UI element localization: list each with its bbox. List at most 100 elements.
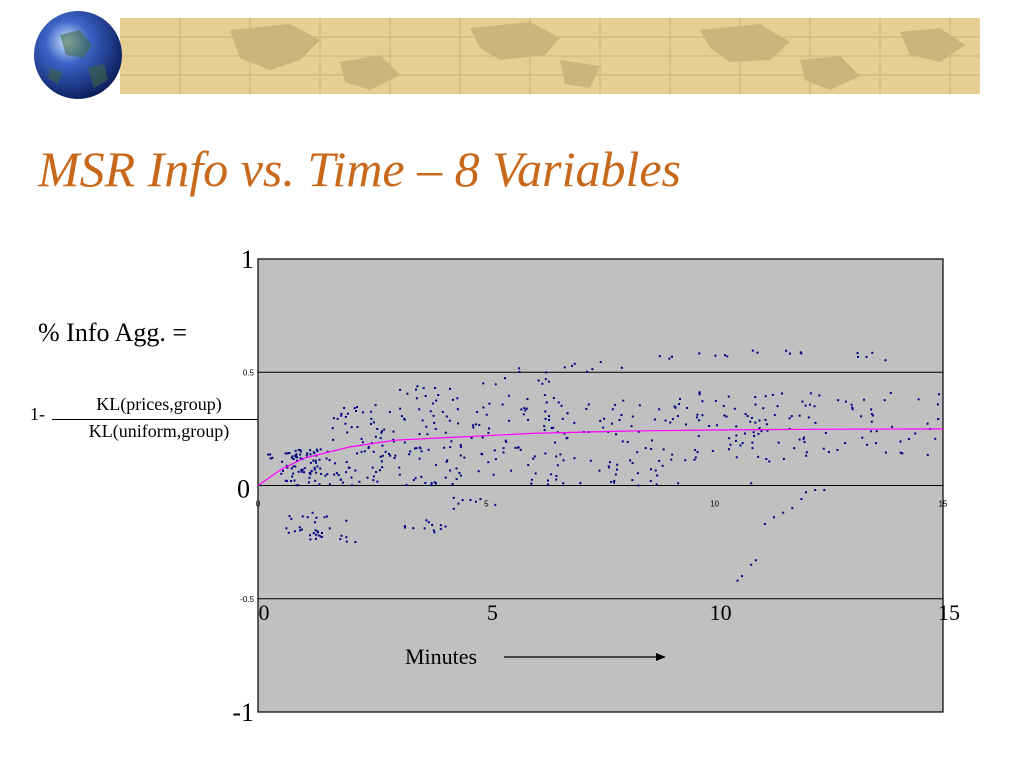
data-point [517, 446, 520, 449]
data-point [360, 450, 363, 453]
data-point [326, 473, 329, 476]
data-point [861, 436, 864, 439]
x-tick-label: 0 [259, 600, 270, 625]
data-point [638, 404, 641, 407]
data-point [376, 427, 379, 430]
data-point [615, 468, 618, 471]
data-point [434, 428, 437, 431]
data-point [636, 472, 639, 475]
data-point [306, 516, 309, 519]
data-point [425, 519, 428, 522]
data-point [776, 405, 779, 408]
data-point [502, 447, 505, 450]
data-point [301, 515, 304, 518]
data-point [470, 436, 473, 439]
data-point [482, 382, 485, 385]
data-point [555, 455, 558, 458]
data-point [555, 475, 558, 478]
data-point [562, 459, 565, 462]
data-point [340, 412, 343, 415]
data-point [741, 575, 744, 578]
formula-prefix: 1- [30, 404, 45, 424]
data-point [443, 446, 446, 449]
data-point [380, 460, 383, 463]
data-point [399, 388, 402, 391]
data-point [280, 472, 283, 475]
data-point [875, 430, 878, 433]
data-point [728, 437, 731, 440]
data-point [520, 408, 523, 411]
data-point [813, 405, 816, 408]
data-point [485, 413, 488, 416]
data-point [751, 447, 754, 450]
data-point [445, 415, 448, 418]
data-point [758, 419, 761, 422]
data-point [701, 414, 704, 417]
data-point [333, 473, 336, 476]
data-point [418, 408, 421, 411]
data-point [269, 453, 272, 456]
data-point [430, 484, 433, 487]
data-point [325, 457, 328, 460]
data-point [456, 408, 459, 411]
data-point [284, 479, 287, 482]
data-point [507, 394, 510, 397]
data-point [372, 421, 375, 424]
data-point [773, 516, 776, 519]
data-point [827, 451, 830, 454]
data-point [823, 489, 826, 492]
data-point [901, 452, 904, 455]
data-point [481, 436, 484, 439]
data-point [613, 481, 616, 484]
data-point [741, 442, 744, 445]
data-point [780, 392, 783, 395]
data-point [445, 460, 448, 463]
data-point [292, 472, 295, 475]
data-point [763, 523, 766, 526]
data-point [573, 457, 576, 460]
data-point [317, 534, 320, 537]
data-point [316, 450, 319, 453]
data-point [727, 395, 730, 398]
data-point [630, 425, 633, 428]
data-point [313, 452, 316, 455]
data-point [291, 475, 294, 478]
data-point [805, 491, 807, 494]
data-point [637, 430, 640, 433]
data-point [548, 418, 551, 421]
data-point [505, 440, 508, 443]
data-point [615, 433, 618, 436]
data-point [434, 482, 437, 485]
data-point [722, 404, 725, 407]
data-point [345, 461, 348, 464]
data-point [764, 418, 767, 421]
data-point [669, 421, 672, 424]
data-point [773, 413, 776, 416]
data-point [354, 541, 357, 544]
data-point [543, 425, 546, 428]
data-point [315, 537, 318, 540]
data-point [361, 441, 364, 444]
data-point [425, 425, 428, 428]
data-point [414, 447, 417, 450]
data-point [331, 427, 334, 430]
inner-y-tick-label: -0.5 [240, 595, 254, 604]
data-point [432, 529, 435, 532]
data-point [431, 402, 434, 405]
data-point [448, 419, 451, 422]
data-point [381, 454, 384, 457]
data-point [618, 419, 621, 422]
data-point [292, 465, 295, 468]
data-point [525, 407, 528, 410]
data-point [802, 436, 805, 439]
data-point [545, 401, 548, 404]
data-point [300, 470, 303, 473]
data-point [379, 455, 382, 458]
data-point [310, 469, 313, 472]
data-point [346, 431, 349, 434]
data-point [376, 480, 379, 483]
data-point [314, 529, 317, 532]
data-point [381, 444, 384, 447]
data-point [306, 452, 309, 455]
data-point [315, 516, 318, 519]
